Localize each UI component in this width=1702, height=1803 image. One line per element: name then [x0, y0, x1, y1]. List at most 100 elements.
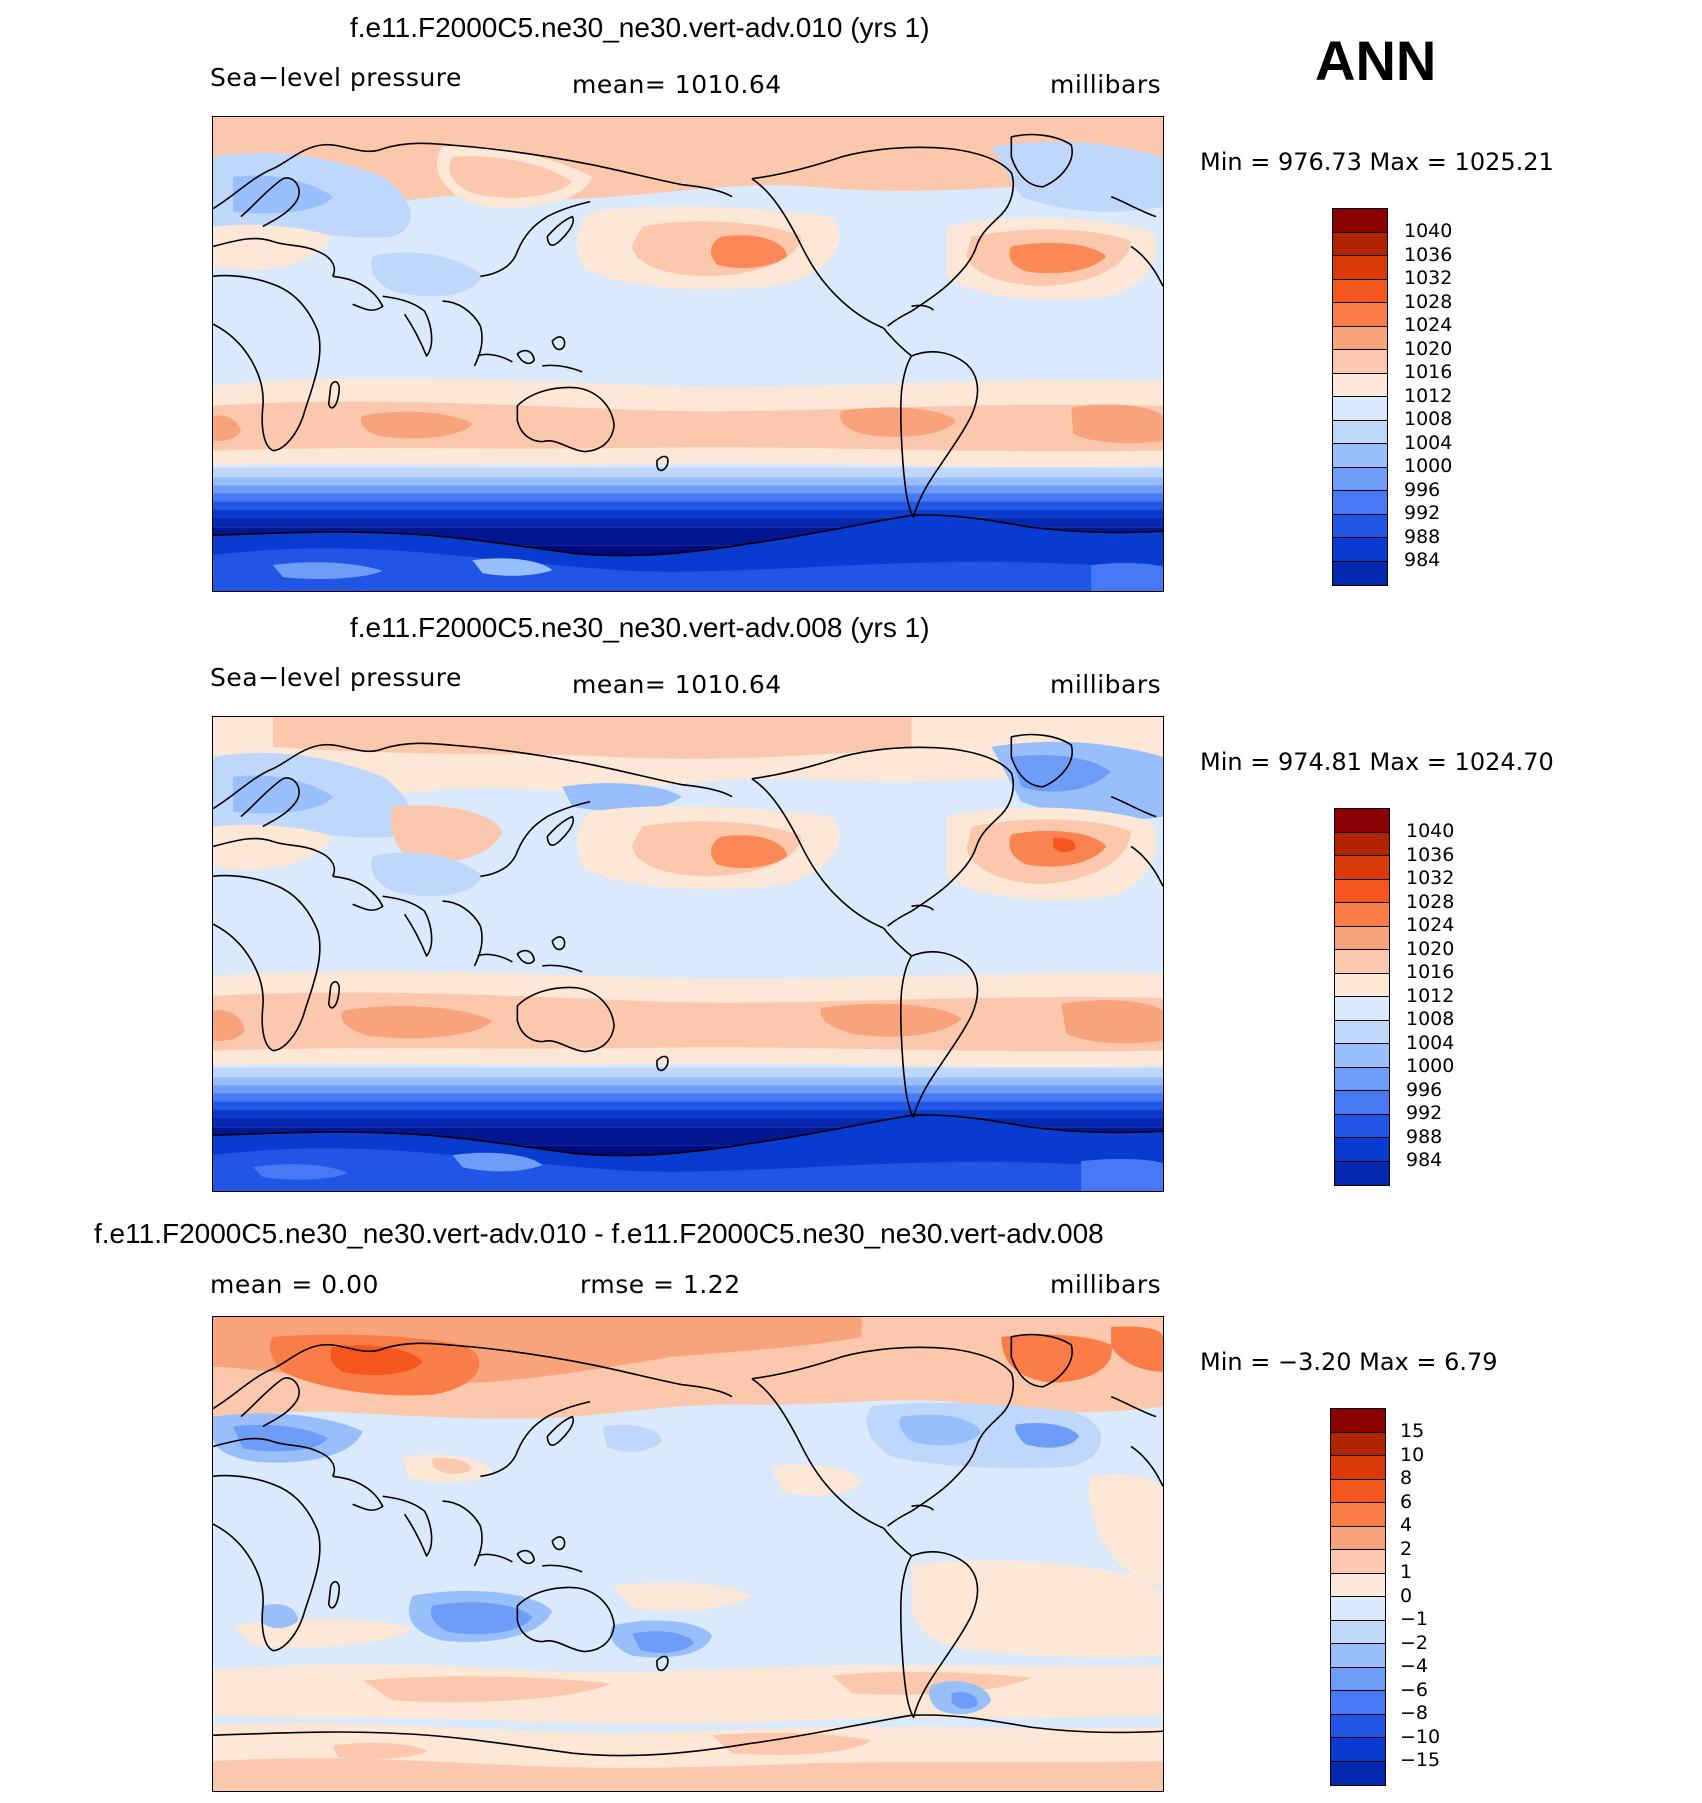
colorbar-box — [1331, 1738, 1385, 1762]
panel1-minmax: Min = 976.73 Max = 1025.21 — [1200, 148, 1554, 176]
colorbar-level-label: −2 — [1400, 1631, 1429, 1654]
colorbar-box — [1335, 926, 1389, 950]
colorbar-level-label: 996 — [1404, 478, 1441, 501]
colorbar-box — [1335, 950, 1389, 974]
panel3-title: f.e11.F2000C5.ne30_ne30.vert-adv.010 - f… — [94, 1218, 1104, 1249]
colorbar-level-label: 1036 — [1406, 843, 1455, 866]
colorbar-level-label: 1032 — [1406, 867, 1455, 889]
colorbar-level-label: 1000 — [1406, 1055, 1455, 1077]
colorbar-level-label: 1016 — [1406, 961, 1455, 983]
colorbar-box — [1335, 1020, 1389, 1044]
colorbar-box — [1331, 1550, 1385, 1574]
colorbar-box — [1331, 1526, 1385, 1550]
colorbar-box — [1331, 1597, 1385, 1621]
panel1-colorbar — [1332, 208, 1388, 586]
colorbar-box — [1335, 1161, 1389, 1185]
colorbar-box — [1335, 879, 1389, 903]
colorbar-level-label: 1004 — [1404, 431, 1453, 454]
colorbar-level-label: 1020 — [1406, 937, 1455, 960]
panel3-mean: mean = 0.00 — [210, 1270, 379, 1299]
colorbar-level-label: −10 — [1400, 1725, 1441, 1748]
colorbar-box — [1333, 561, 1387, 585]
colorbar-level-label: 996 — [1406, 1078, 1443, 1101]
panel1-units: millibars — [1050, 70, 1162, 99]
panel2-variable: Sea−level pressure — [210, 663, 462, 692]
colorbar-level-label: −4 — [1400, 1655, 1429, 1677]
colorbar-level-label: 1004 — [1406, 1031, 1455, 1054]
colorbar-box — [1335, 997, 1389, 1021]
panel2-colorbar-labels: 1040 1036 1032 1028 1024 1020 1016 1012 1008 1004… — [1406, 820, 1454, 1173]
panel3-rmse: rmse = 1.22 — [580, 1270, 741, 1299]
colorbar-box — [1333, 538, 1387, 562]
colorbar-level-label: 1040 — [1404, 220, 1453, 242]
season-label: ANN — [1315, 29, 1437, 92]
colorbar-box — [1333, 303, 1387, 327]
colorbar-level-label: 1000 — [1404, 455, 1453, 477]
colorbar-level-label: −6 — [1400, 1678, 1429, 1701]
colorbar-level-label: 1036 — [1404, 243, 1453, 266]
colorbar-box — [1331, 1432, 1385, 1456]
colorbar-level-label: 988 — [1404, 525, 1441, 548]
colorbar-box — [1331, 1620, 1385, 1644]
colorbar-level-label: 1024 — [1406, 914, 1455, 936]
colorbar-box — [1333, 467, 1387, 491]
colorbar-box — [1331, 1644, 1385, 1668]
colorbar-level-label: 1028 — [1404, 290, 1453, 313]
colorbar-level-label: −1 — [1400, 1608, 1429, 1630]
colorbar-box — [1333, 256, 1387, 280]
colorbar-box — [1335, 1114, 1389, 1138]
panel3-map — [212, 1316, 1164, 1792]
colorbar-box — [1331, 1503, 1385, 1527]
panel3-colorbar-labels: 15 10 8 6 4 2 1 0 −1 −2 −4 −6 −8 −10 −15 — [1400, 1420, 1440, 1773]
colorbar-level-label: 1020 — [1404, 337, 1453, 360]
colorbar-level-label: 1012 — [1404, 384, 1453, 407]
colorbar-box — [1335, 973, 1389, 997]
panel1-title: f.e11.F2000C5.ne30_ne30.vert-adv.010 (yr… — [350, 12, 930, 43]
colorbar-box — [1331, 1691, 1385, 1715]
colorbar-level-label: 984 — [1404, 549, 1441, 571]
colorbar-level-label: 1012 — [1406, 984, 1455, 1007]
colorbar-level-label: 1008 — [1406, 1008, 1455, 1030]
panel3-colorbar — [1330, 1408, 1386, 1786]
panel2-units: millibars — [1050, 670, 1162, 699]
colorbar-box — [1331, 1409, 1385, 1433]
colorbar-box — [1333, 514, 1387, 538]
colorbar-level-label: 6 — [1400, 1490, 1413, 1513]
colorbar-level-label: 0 — [1400, 1584, 1413, 1607]
colorbar-box — [1333, 350, 1387, 374]
colorbar-level-label: 1032 — [1404, 267, 1453, 289]
colorbar-box — [1333, 209, 1387, 233]
colorbar-box — [1335, 1138, 1389, 1162]
colorbar-box — [1335, 832, 1389, 856]
colorbar-box — [1333, 397, 1387, 421]
colorbar-level-label: 992 — [1404, 502, 1441, 524]
colorbar-level-label: 984 — [1406, 1149, 1443, 1171]
colorbar-level-label: −15 — [1400, 1749, 1441, 1771]
colorbar-level-label: 2 — [1400, 1537, 1413, 1560]
colorbar-box — [1333, 420, 1387, 444]
colorbar-box — [1335, 903, 1389, 927]
colorbar-box — [1335, 1044, 1389, 1068]
colorbar-box — [1331, 1479, 1385, 1503]
colorbar-level-label: 8 — [1400, 1467, 1413, 1489]
colorbar-box — [1331, 1761, 1385, 1785]
colorbar-level-label: 15 — [1400, 1420, 1425, 1442]
colorbar-level-label: 988 — [1406, 1125, 1443, 1148]
colorbar-box — [1331, 1714, 1385, 1738]
colorbar-box — [1335, 1067, 1389, 1091]
panel3-minmax: Min = −3.20 Max = 6.79 — [1200, 1348, 1498, 1376]
colorbar-level-label: 1024 — [1404, 314, 1453, 336]
panel2-colorbar — [1334, 808, 1390, 1186]
colorbar-box — [1335, 856, 1389, 880]
colorbar-level-label: 10 — [1400, 1443, 1425, 1466]
colorbar-level-label: 1040 — [1406, 820, 1455, 842]
colorbar-level-label: 1 — [1400, 1561, 1413, 1583]
panel2-minmax: Min = 974.81 Max = 1024.70 — [1200, 748, 1554, 776]
panel2-map — [212, 716, 1164, 1192]
colorbar-level-label: 4 — [1400, 1514, 1413, 1536]
panel1-colorbar-labels: 1040 1036 1032 1028 1024 1020 1016 1012 1008 1004… — [1404, 220, 1452, 573]
colorbar-box — [1335, 809, 1389, 833]
colorbar-box — [1333, 326, 1387, 350]
colorbar-box — [1331, 1667, 1385, 1691]
colorbar-level-label: 992 — [1406, 1102, 1443, 1124]
